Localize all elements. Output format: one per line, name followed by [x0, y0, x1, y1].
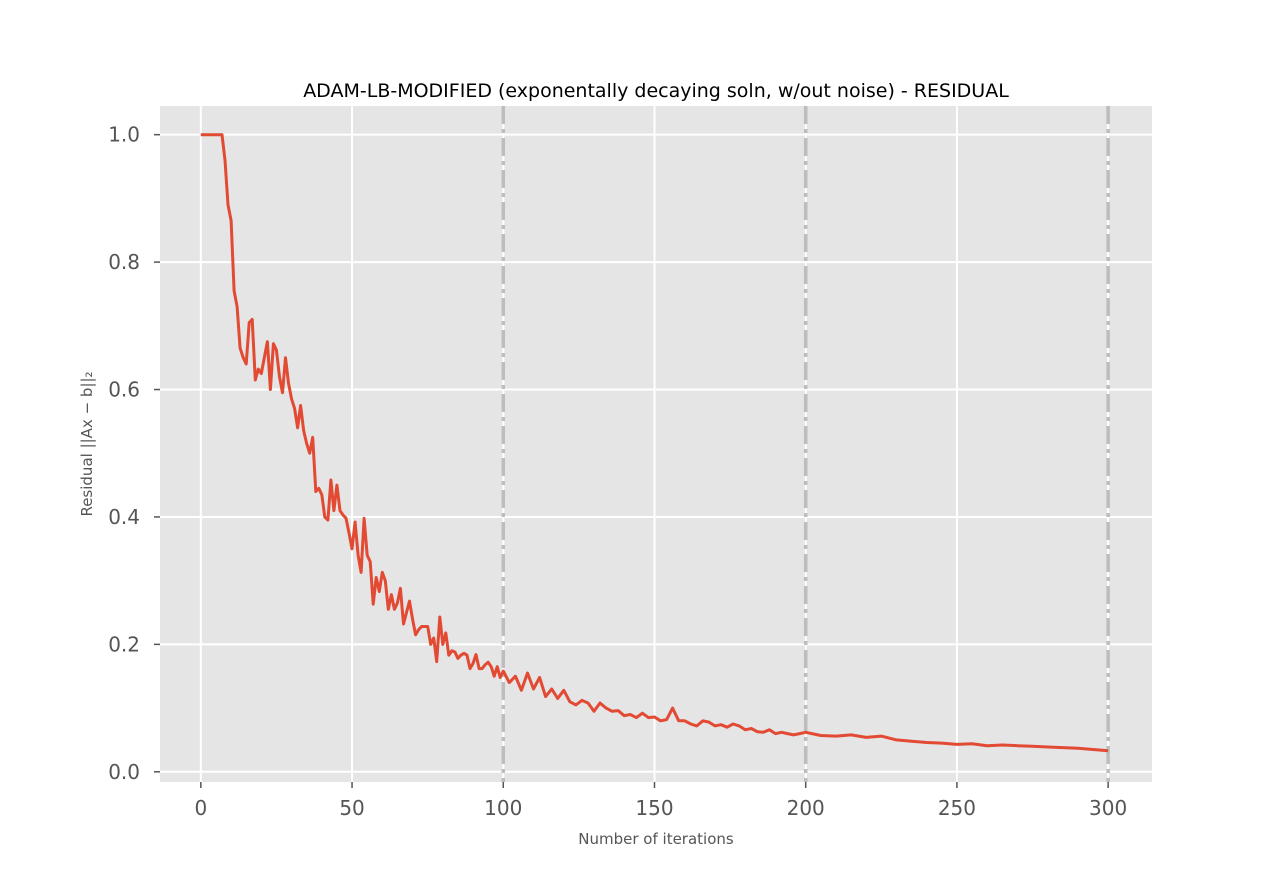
- x-tick-label: 150: [635, 796, 673, 820]
- x-tick-label: 300: [1089, 796, 1127, 820]
- residual-series-line: [200, 133, 1109, 753]
- y-tick-label: 0.8: [108, 250, 140, 274]
- y-tick-label: 0.4: [108, 505, 140, 529]
- x-tick-label: 0: [194, 796, 207, 820]
- y-axis-label: Residual ||Ax − b||₂: [78, 371, 96, 516]
- y-tick-label: 0.2: [108, 632, 140, 656]
- y-tick-label: 0.6: [108, 378, 140, 402]
- x-axis-ticks: 0 50 100 150 200 250 300: [194, 782, 1127, 820]
- x-tick-label: 100: [484, 796, 522, 820]
- y-tick-label: 0.0: [108, 760, 140, 784]
- x-axis-label: Number of iterations: [578, 830, 734, 848]
- y-axis-ticks: 0.0 0.2 0.4 0.6 0.8 1.0: [108, 123, 160, 784]
- chart-title: ADAM-LB-MODIFIED (exponentally decaying …: [303, 80, 1009, 102]
- x-tick-label: 200: [787, 796, 825, 820]
- plot-area: [160, 106, 1152, 782]
- series-layer: [200, 133, 1109, 753]
- y-tick-label: 1.0: [108, 123, 140, 147]
- x-tick-label: 250: [938, 796, 976, 820]
- x-tick-label: 50: [339, 796, 364, 820]
- reference-vertical-lines: [501, 106, 1110, 782]
